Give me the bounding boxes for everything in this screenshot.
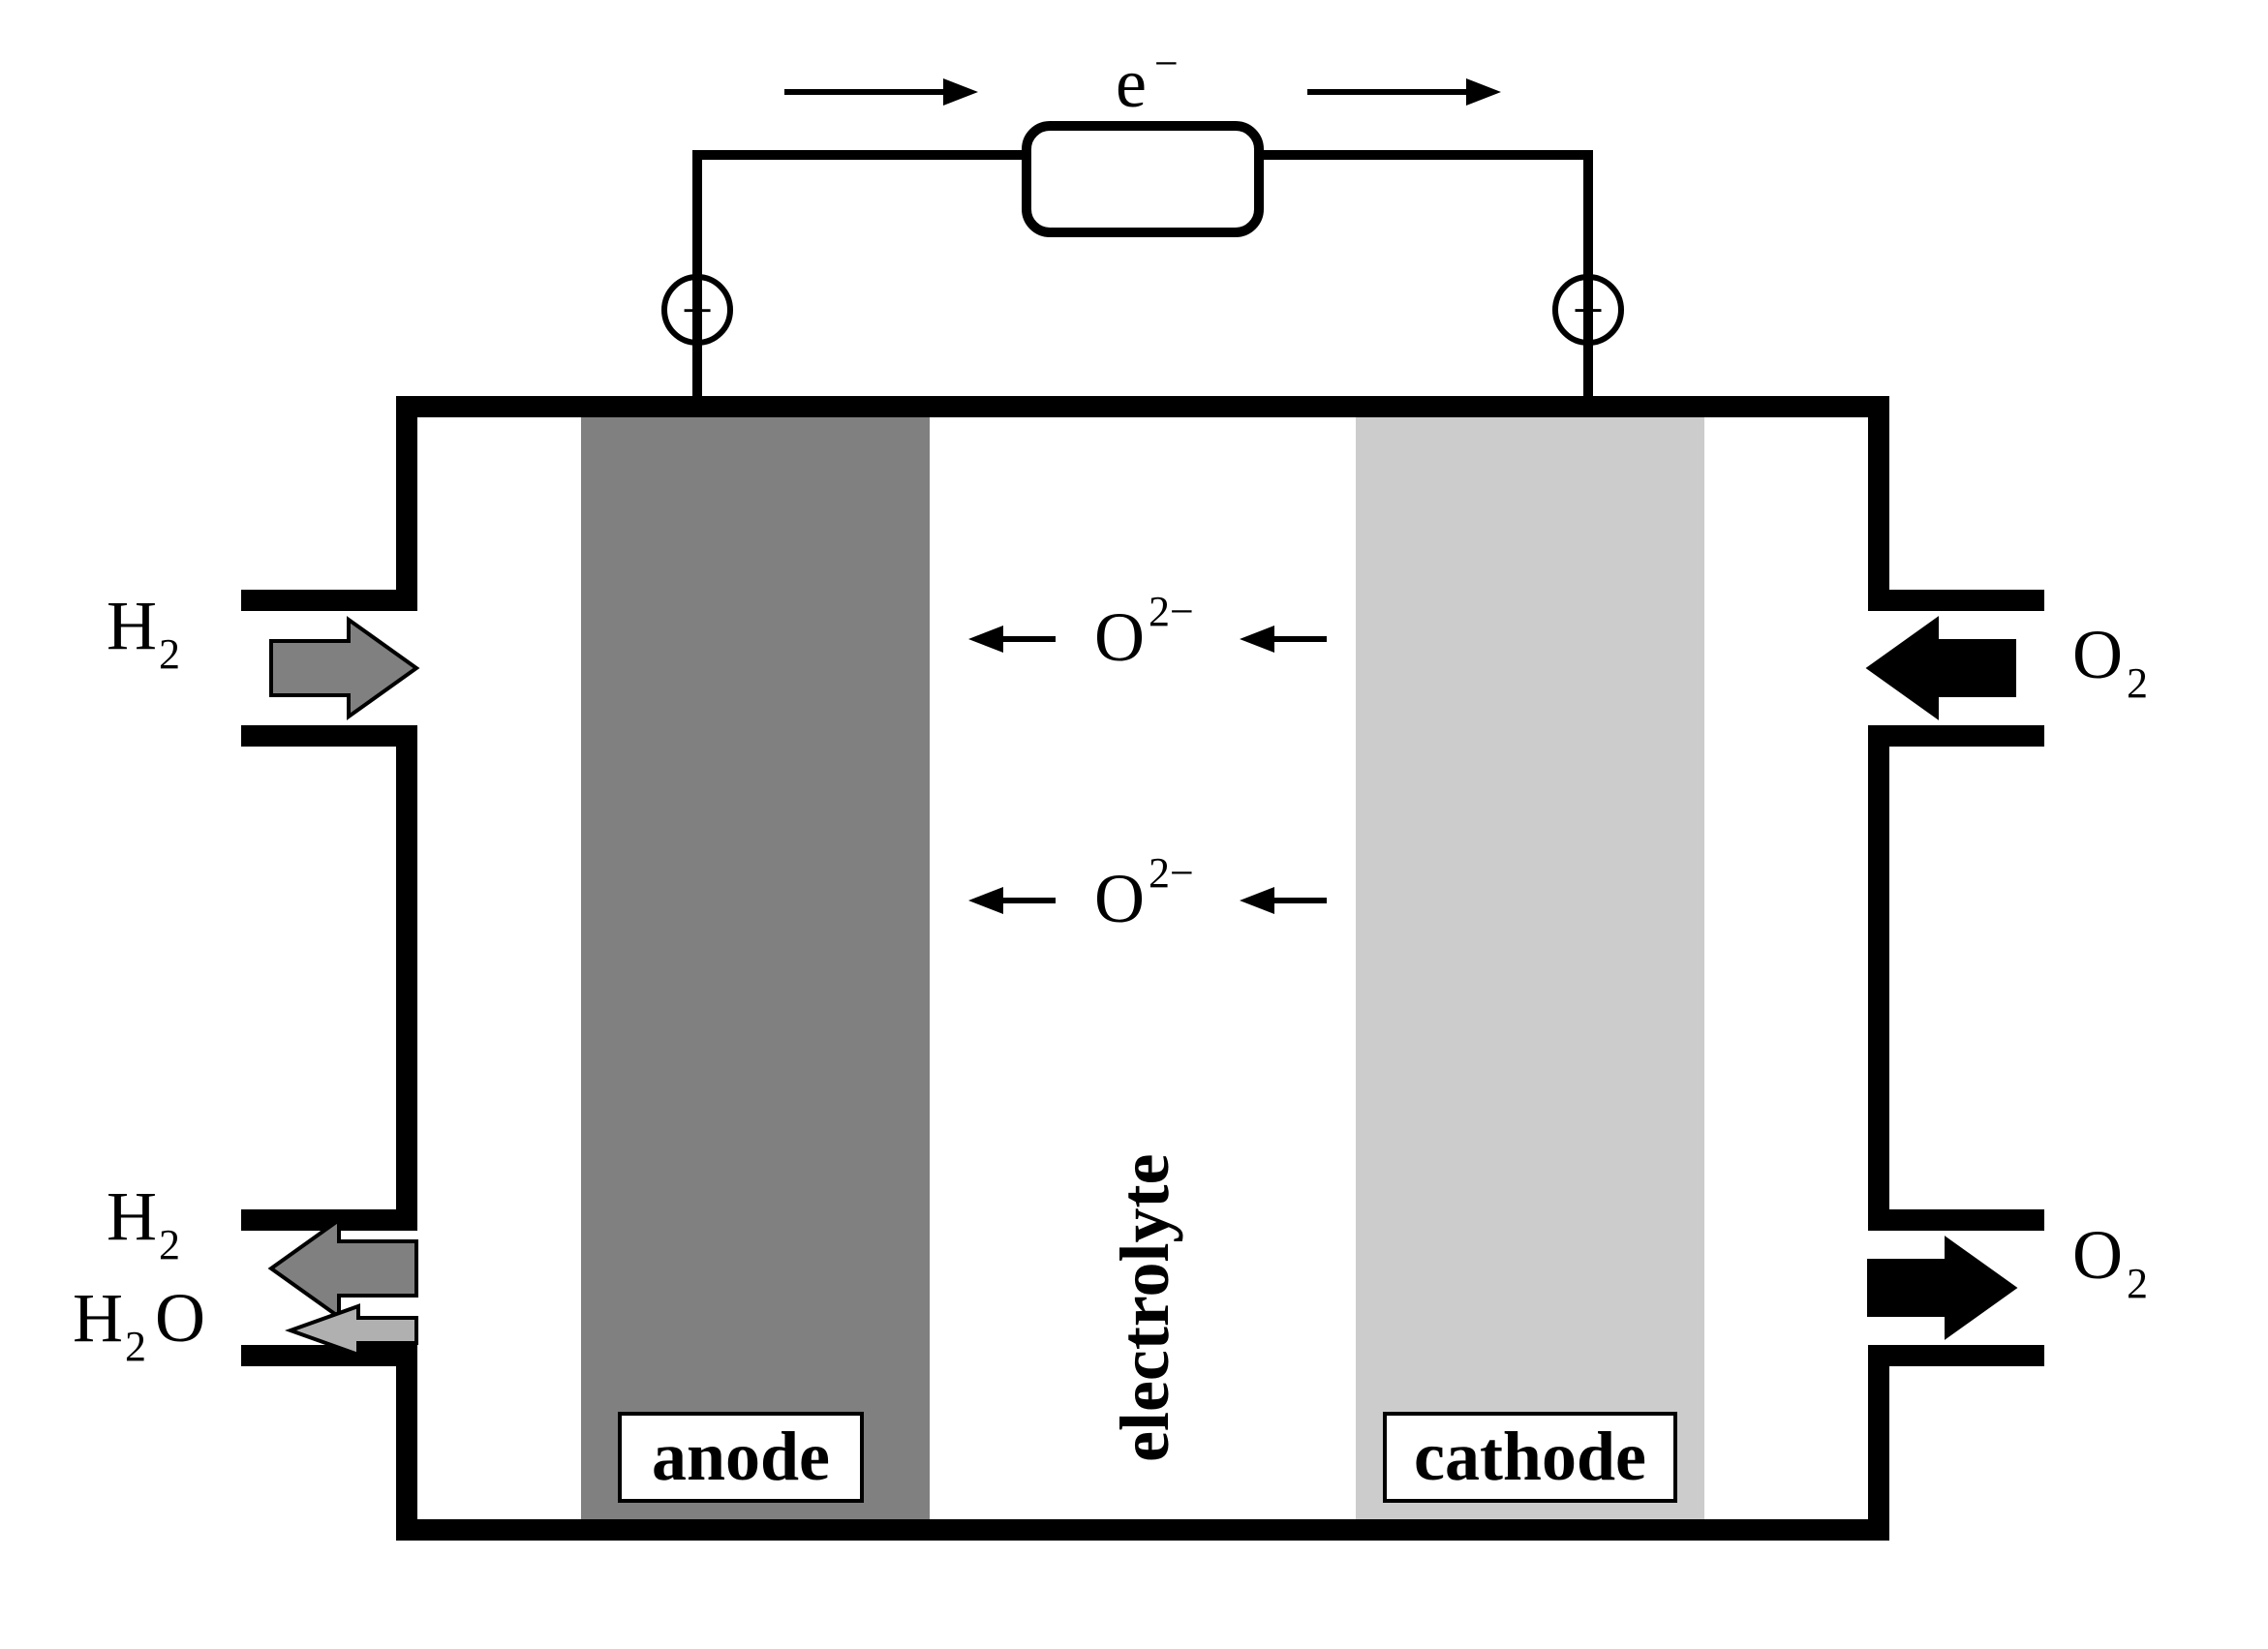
- anode-label: anode: [652, 1418, 830, 1495]
- h2o-out-sub: 2: [125, 1323, 146, 1370]
- minus-terminal-sign: −: [682, 279, 714, 342]
- h2-out-sub: 2: [159, 1221, 180, 1268]
- plus-terminal-sign: +: [1573, 279, 1605, 342]
- oxide-ion: O: [1094, 598, 1145, 676]
- h2-out-arrow: [271, 1220, 416, 1317]
- electrolyte-label: electrolyte: [1106, 1154, 1183, 1462]
- h2o-out-label-O: O: [155, 1279, 205, 1357]
- cathode-label: cathode: [1414, 1418, 1646, 1495]
- o2-out-label: O: [2072, 1216, 2123, 1294]
- cathode-region: [1356, 407, 1704, 1530]
- oxide-ion-sup: 2−: [1149, 849, 1194, 897]
- oxide-ion: O: [1094, 860, 1145, 937]
- fuel-cell-diagram: e−−+O2−O2−H2H2H2OO2O2anodecathodeelectro…: [0, 0, 2268, 1649]
- h2-in-arrow: [271, 620, 416, 717]
- h2-in-label: H: [107, 587, 157, 664]
- o2-in-sub: 2: [2127, 659, 2148, 707]
- o2-out-arrow: [1869, 1239, 2014, 1336]
- electron-label: e: [1116, 45, 1147, 122]
- electron-superscript: −: [1154, 40, 1179, 87]
- o2-in-label: O: [2072, 616, 2123, 693]
- oxide-ion-sup: 2−: [1149, 588, 1194, 635]
- h2o-out-label-H: H: [73, 1279, 123, 1357]
- o2-in-arrow: [1869, 620, 2014, 717]
- o2-out-sub: 2: [2127, 1260, 2148, 1307]
- anode-region: [581, 407, 930, 1530]
- h2-out-label: H: [107, 1177, 157, 1255]
- h2-in-sub: 2: [159, 630, 180, 678]
- load-symbol: [1027, 126, 1259, 232]
